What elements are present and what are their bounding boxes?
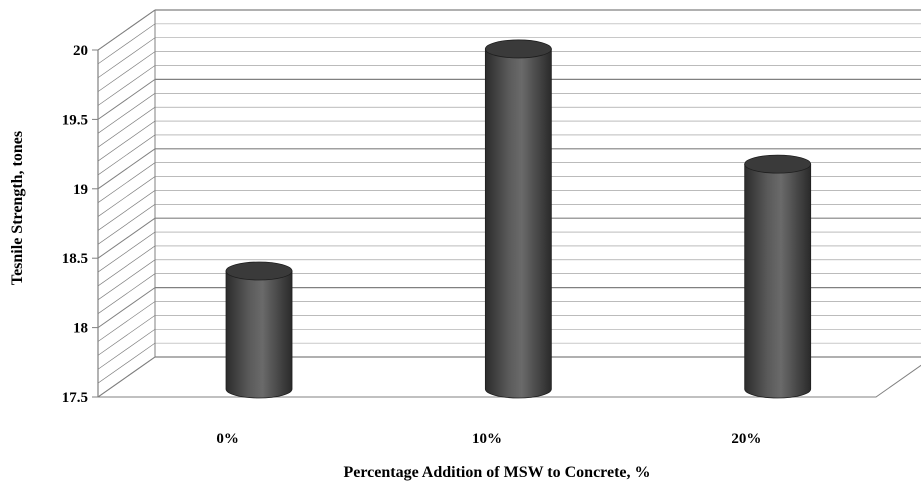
- side-gridline: [97, 92, 156, 134]
- bar-top: [484, 39, 552, 59]
- y-tick-label: 19.5: [62, 112, 88, 128]
- side-gridline: [97, 9, 156, 51]
- side-gridline: [97, 37, 156, 79]
- bar-10%: [484, 39, 552, 399]
- bar-top: [225, 261, 293, 281]
- side-gridline: [97, 287, 156, 329]
- y-tick-label: 18.5: [62, 251, 88, 267]
- side-gridline: [97, 162, 156, 203]
- side-gridline: [97, 301, 156, 342]
- x-axis-title: Percentage Addition of MSW to Concrete, …: [343, 464, 650, 481]
- x-tick-label: 20%: [731, 431, 761, 447]
- side-gridline: [97, 190, 156, 231]
- side-gridline: [97, 259, 156, 301]
- side-gridline: [97, 342, 156, 384]
- bar-body: [484, 48, 552, 399]
- bar-body: [744, 163, 812, 399]
- side-gridline: [97, 148, 156, 190]
- side-gridline: [97, 245, 156, 287]
- side-gridline: [97, 273, 156, 315]
- side-gridline: [97, 134, 156, 176]
- side-gridline: [97, 106, 156, 148]
- side-gridline: [97, 78, 156, 120]
- side-gridline: [97, 356, 156, 398]
- bar-body: [225, 270, 293, 399]
- y-tick-label: 20: [73, 43, 88, 59]
- x-tick-labels: 0% 10% 20%: [216, 431, 761, 447]
- bar-0%: [225, 261, 293, 399]
- bars: [225, 39, 812, 399]
- side-gridline: [97, 176, 156, 217]
- y-tick-label: 19: [73, 182, 88, 198]
- x-tick-label: 0%: [216, 431, 239, 447]
- bar-top: [744, 154, 812, 174]
- y-tick-labels: 17.5 18 18.5 19 19.5 20: [62, 43, 98, 406]
- y-tick-label: 17.5: [62, 390, 88, 406]
- side-gridline: [97, 23, 156, 65]
- x-tick-label: 10%: [472, 431, 502, 447]
- side-gridline: [97, 51, 156, 92]
- side-gridline: [97, 328, 156, 370]
- side-gridline: [97, 315, 156, 356]
- side-gridline: [97, 65, 156, 106]
- side-gridline: [97, 204, 156, 245]
- y-axis-title: Tesnile Strength, tones: [9, 131, 26, 285]
- y-tick-label: 18: [73, 321, 88, 337]
- bar-20%: [744, 154, 812, 399]
- side-gridline: [97, 217, 156, 259]
- side-gridline: [97, 231, 156, 273]
- side-gridline: [97, 120, 156, 162]
